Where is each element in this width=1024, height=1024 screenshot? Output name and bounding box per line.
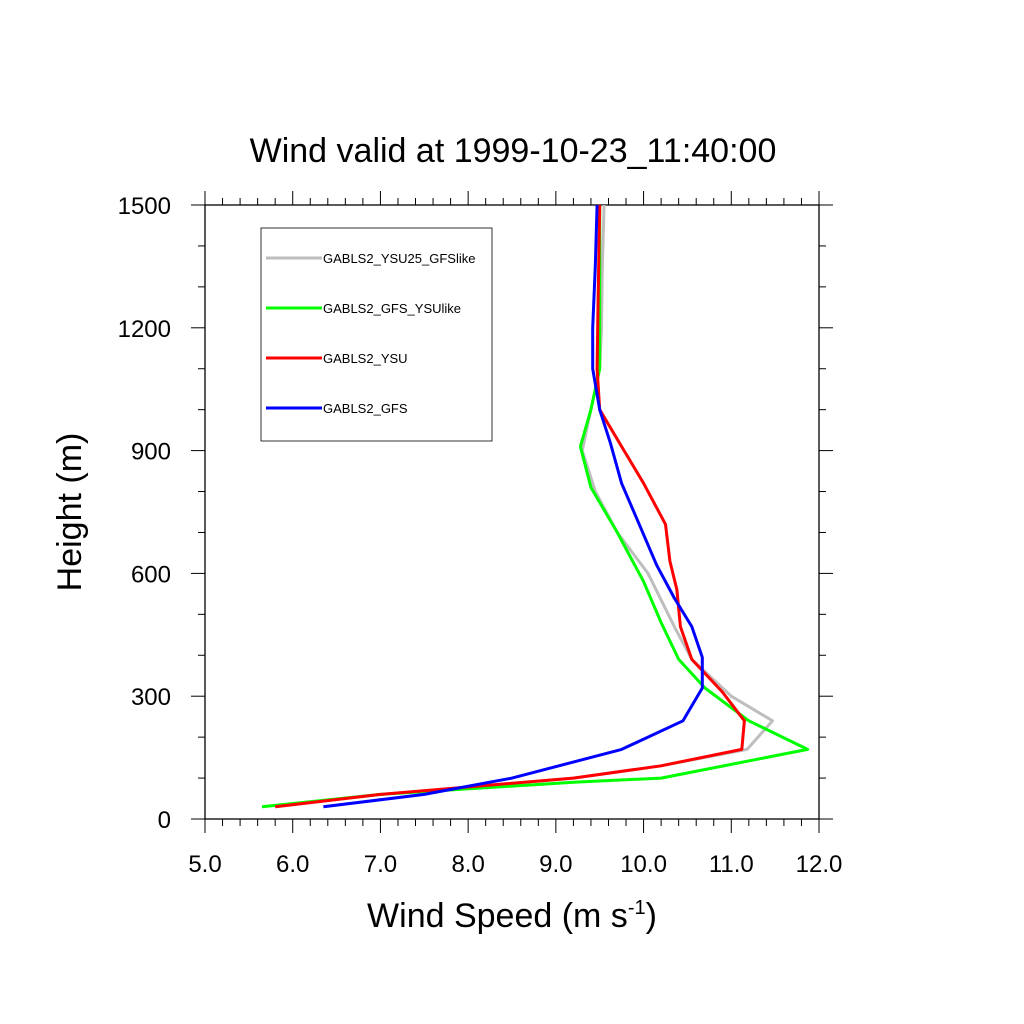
- y-tick-label: 1500: [118, 193, 171, 220]
- x-tick-label: 6.0: [276, 851, 309, 878]
- x-axis-label: Wind Speed (m s-1): [367, 897, 657, 935]
- y-tick-label: 1200: [118, 316, 171, 343]
- x-tick-label: 5.0: [188, 851, 221, 878]
- legend-label: GABLS2_GFS: [323, 401, 408, 416]
- axis-ticks: [191, 191, 833, 833]
- legend-box: [260, 227, 493, 442]
- x-axis-label-superscript: -1: [628, 897, 646, 919]
- series-group: [261, 204, 810, 809]
- series-line-4: [323, 204, 704, 809]
- x-tick-label: 10.0: [620, 851, 667, 878]
- legend: GABLS2_YSU25_GFSlike GABLS2_GFS_YSUlike GA…: [260, 227, 493, 442]
- y-tick-label: 900: [131, 439, 171, 466]
- x-axis-label-close: ): [646, 897, 657, 935]
- x-tick-label: 8.0: [451, 851, 484, 878]
- x-tick-label: 7.0: [364, 851, 397, 878]
- x-tick-label: 12.0: [796, 851, 843, 878]
- tick-labels: 5.0 6.0 7.0 8.0 9.0 10.0 11.0 12.0 0 300 600 900 120…: [118, 193, 843, 878]
- plot-frame: [204, 204, 820, 820]
- y-tick-label: 300: [131, 684, 171, 711]
- legend-label: GABLS2_GFS_YSUlike: [323, 301, 461, 316]
- y-axis-label: Height (m): [51, 433, 89, 592]
- x-tick-label: 11.0: [709, 851, 754, 878]
- y-tick-label: 600: [131, 561, 171, 588]
- legend-label: GABLS2_YSU: [323, 351, 408, 366]
- series-line-3: [275, 204, 746, 809]
- series-line-2: [261, 205, 810, 809]
- legend-label: GABLS2_YSU25_GFSlike: [323, 251, 475, 266]
- chart-title: Wind valid at 1999-10-23_11:40:00: [250, 132, 777, 170]
- y-tick-label: 0: [158, 807, 171, 834]
- series-line-1: [275, 204, 774, 809]
- x-tick-label: 9.0: [539, 851, 572, 878]
